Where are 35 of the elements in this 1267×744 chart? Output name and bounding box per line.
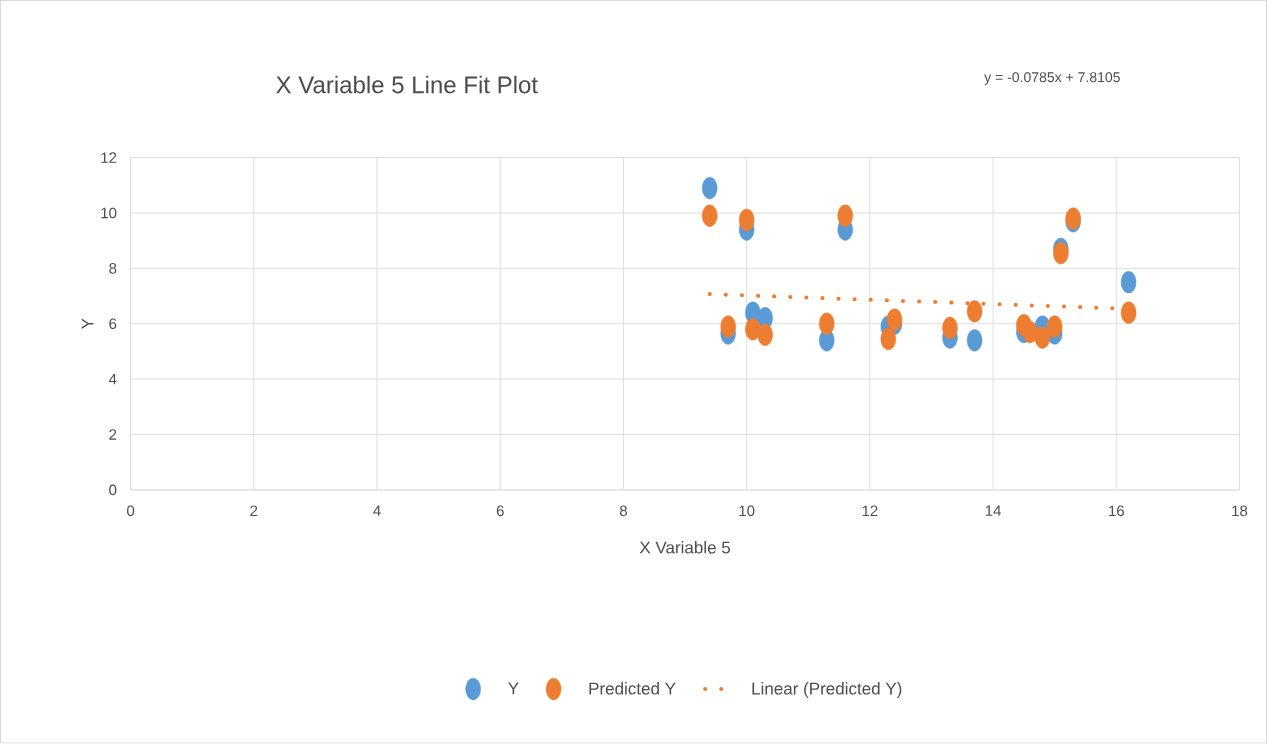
x-tick-label: 16 <box>1109 505 1124 517</box>
x-tick-label: 10 <box>739 505 755 517</box>
legend-label: Y <box>508 682 519 695</box>
x-tick-label: 8 <box>619 505 627 517</box>
x-tick-label: 2 <box>250 505 258 517</box>
x-axis-title: X Variable 5 <box>639 541 731 554</box>
y-tick-label: 12 <box>101 152 117 164</box>
x-tick-label: 14 <box>985 505 1001 517</box>
y-axis-title: Y <box>81 318 94 330</box>
y-tick-label: 10 <box>101 207 117 219</box>
y-tick-label: 8 <box>109 263 117 274</box>
point <box>1046 315 1063 338</box>
x-tick-label: 0 <box>127 505 135 517</box>
point <box>966 300 983 323</box>
point <box>966 329 983 352</box>
y-tick-label: 4 <box>108 374 117 385</box>
legend-label: Linear (Predicted Y) <box>752 682 902 699</box>
y-tick-label: 6 <box>109 318 117 330</box>
x-tick-label: 6 <box>496 505 504 517</box>
y-tick-label: 0 <box>109 484 117 496</box>
point <box>738 209 755 232</box>
y-tick-label: 2 <box>109 429 117 440</box>
x-tick-label: 4 <box>373 505 381 517</box>
x-tick-label: 18 <box>1232 505 1248 517</box>
point <box>1034 326 1051 349</box>
point <box>1120 271 1137 294</box>
point <box>701 177 718 200</box>
point <box>886 308 903 331</box>
point <box>701 204 718 228</box>
point <box>1120 301 1137 324</box>
point <box>880 328 897 351</box>
x-tick-label: 12 <box>862 505 878 517</box>
chart-title: X Variable 5 Line Fit Plot <box>276 75 538 94</box>
legend-label: Predicted Y <box>589 682 676 695</box>
text: y = -0.0785x + 7.8105 <box>984 72 1120 86</box>
